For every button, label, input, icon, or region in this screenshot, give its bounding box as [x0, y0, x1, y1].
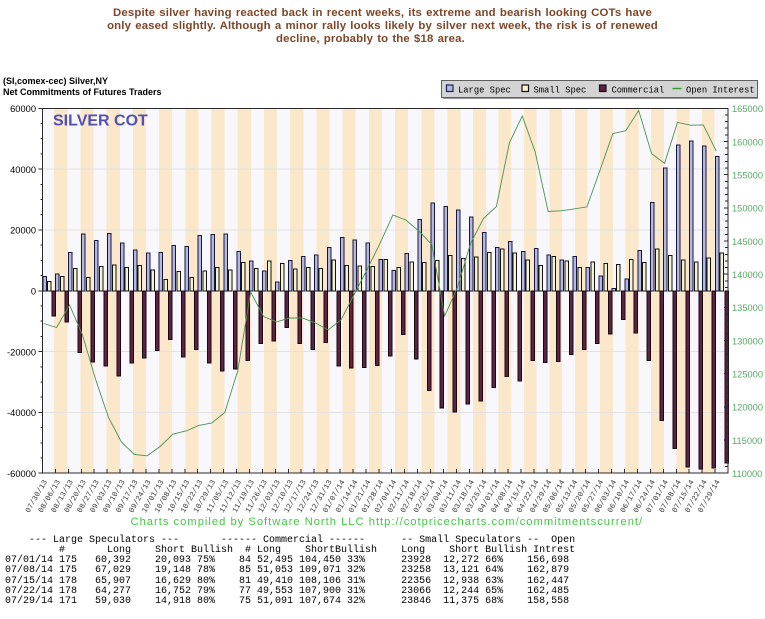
- svg-text:155000: 155000: [732, 170, 763, 180]
- svg-text:140000: 140000: [732, 270, 763, 280]
- svg-text:120000: 120000: [732, 403, 763, 413]
- svg-text:40000: 40000: [10, 165, 36, 175]
- svg-text:SILVER COT: SILVER COT: [53, 113, 148, 130]
- svg-text:125000: 125000: [732, 370, 763, 380]
- svg-text:110000: 110000: [732, 469, 762, 479]
- svg-text:-20000: -20000: [7, 347, 36, 357]
- svg-text:Small Spec: Small Spec: [534, 86, 587, 96]
- svg-text:150000: 150000: [732, 204, 763, 214]
- svg-text:Large Spec: Large Spec: [458, 86, 511, 96]
- svg-text:Open Interest: Open Interest: [686, 86, 755, 96]
- svg-text:-60000: -60000: [7, 469, 36, 479]
- svg-text:165000: 165000: [732, 104, 763, 114]
- svg-text:20000: 20000: [10, 226, 36, 236]
- svg-text:60000: 60000: [10, 104, 36, 114]
- svg-text:115000: 115000: [732, 436, 762, 446]
- svg-text:0: 0: [31, 287, 36, 297]
- svg-text:135000: 135000: [732, 303, 763, 313]
- svg-text:Charts compiled by Software No: Charts compiled by Software North LLC ht…: [131, 516, 644, 528]
- svg-text:Commercial: Commercial: [612, 86, 665, 96]
- svg-text:-40000: -40000: [7, 408, 36, 418]
- svg-text:130000: 130000: [732, 336, 763, 346]
- svg-text:145000: 145000: [732, 237, 763, 247]
- svg-text:160000: 160000: [732, 137, 763, 147]
